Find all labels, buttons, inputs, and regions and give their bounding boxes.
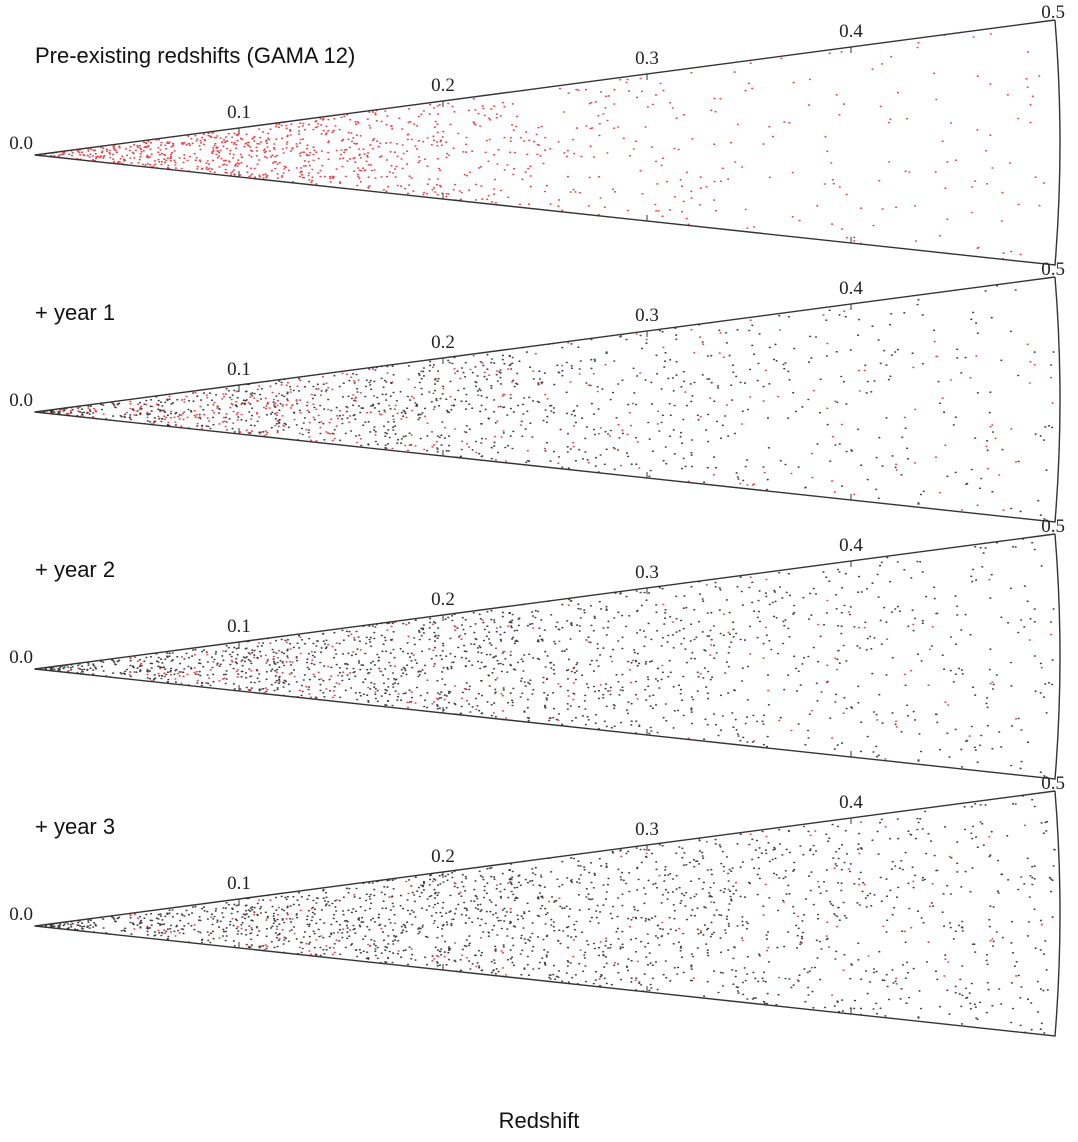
tick-label: 0.2 xyxy=(431,846,455,867)
tick-label: 0.4 xyxy=(839,21,863,42)
tick-label: 0.5 xyxy=(1041,2,1065,23)
cone-outline xyxy=(34,276,1061,523)
panel: + year 1 0.0 0.1 0.2 0.3 0.4 0.5 xyxy=(9,259,1065,523)
galaxies-red xyxy=(35,576,1053,760)
tick-label: 0.0 xyxy=(9,133,33,154)
tick-label: 0.0 xyxy=(9,647,33,668)
tick-label: 0.1 xyxy=(227,102,251,123)
tick-label: 0.2 xyxy=(431,589,455,610)
cone-outline xyxy=(34,790,1061,1037)
tick-label: 0.4 xyxy=(839,535,863,556)
tick-label: 0.5 xyxy=(1041,516,1065,537)
tick-label: 0.4 xyxy=(839,278,863,299)
galaxies-red xyxy=(35,821,1043,1016)
tick-label: 0.1 xyxy=(227,616,251,637)
tick-label: 0.0 xyxy=(9,904,33,925)
galaxies xyxy=(34,284,1055,520)
cone-outline xyxy=(34,533,1061,780)
axis-label: Redshift xyxy=(499,1108,580,1133)
panel: + year 3 0.0 0.1 0.2 0.3 0.4 0.5 xyxy=(9,773,1065,1037)
panel: + year 2 0.0 0.1 0.2 0.3 0.4 0.5 xyxy=(9,516,1065,780)
galaxies xyxy=(34,538,1055,777)
tick-label: 0.3 xyxy=(635,48,659,69)
tick-label: 0.1 xyxy=(227,359,251,380)
panel-title: + year 2 xyxy=(35,557,115,582)
tick-label: 0.5 xyxy=(1041,773,1065,794)
tick-label: 0.5 xyxy=(1041,259,1065,280)
tick-label: 0.3 xyxy=(635,305,659,326)
panel-title: + year 1 xyxy=(35,300,115,325)
panel-title: + year 3 xyxy=(35,814,115,839)
tick-label: 0.0 xyxy=(9,390,33,411)
galaxies xyxy=(34,795,1056,1034)
tick-label: 0.4 xyxy=(839,792,863,813)
tick-label: 0.2 xyxy=(431,75,455,96)
panel: Pre-existing redshifts (GAMA 12) 0.0 0.1 0.… xyxy=(9,2,1065,266)
tick-label: 0.2 xyxy=(431,332,455,353)
cone-outline xyxy=(34,19,1061,266)
panel-title: Pre-existing redshifts (GAMA 12) xyxy=(35,43,355,68)
galaxies-red xyxy=(44,310,1054,511)
tick-label: 0.3 xyxy=(635,819,659,840)
tick-label: 0.3 xyxy=(635,562,659,583)
tick-label: 0.1 xyxy=(227,873,251,894)
